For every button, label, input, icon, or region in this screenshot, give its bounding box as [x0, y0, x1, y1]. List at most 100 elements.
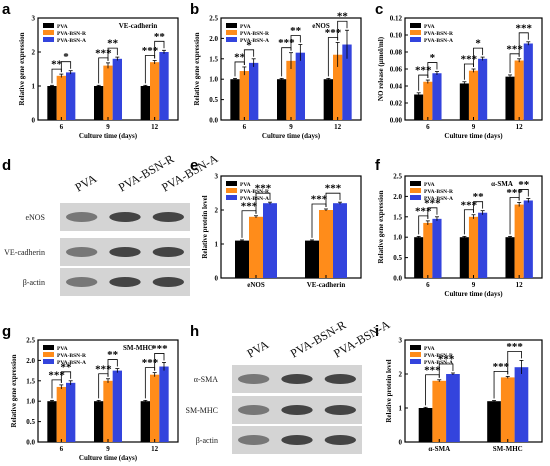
blot-band	[109, 247, 141, 257]
y-tick-label: 0.5	[209, 96, 218, 104]
y-tick-label: 2.0	[26, 357, 35, 365]
blot-band	[324, 405, 357, 415]
panel-letter: a	[2, 1, 11, 18]
y-tick-label: 0.04	[390, 83, 403, 91]
blot-band	[281, 435, 313, 445]
x-tick-label: α-SMA	[428, 445, 450, 453]
bar	[468, 70, 479, 120]
significance-marker: ***	[424, 197, 441, 209]
significance-marker: ***	[95, 363, 112, 375]
blot-band	[152, 247, 184, 257]
legend-swatch	[410, 195, 421, 200]
bar	[459, 237, 469, 278]
blot-row-label: β-actin	[196, 436, 218, 445]
x-tick-label: 6	[60, 123, 64, 131]
y-tick-label: 1	[32, 83, 36, 91]
legend-label: PVA-BSN-R	[57, 353, 87, 359]
y-tick-label: 2.5	[209, 15, 218, 23]
legend-swatch	[43, 30, 54, 35]
x-axis-label: Culture time (days)	[444, 132, 503, 140]
bar	[523, 200, 533, 278]
x-tick-label: 9	[106, 445, 110, 453]
bar	[446, 374, 460, 442]
legend-label: PVA-BSN-R	[240, 31, 270, 37]
y-axis-label: Relative gene expression	[18, 32, 26, 105]
bar	[263, 203, 277, 278]
panel-f: f 0.0 0.5 1.0 1.5 2.0 2.5 Relative gene express…	[375, 157, 543, 298]
y-tick-label: 2.5	[393, 173, 402, 181]
significance-bracket	[154, 40, 165, 59]
blot-band	[324, 374, 357, 384]
significance-marker: ***	[506, 341, 523, 353]
blot-band	[66, 212, 98, 222]
x-tick-label: 9	[472, 281, 476, 289]
bar	[500, 377, 515, 442]
y-axis-label: Relative protein level	[385, 359, 393, 422]
legend-label: PVA	[240, 24, 251, 30]
legend-label: PVA	[57, 24, 68, 30]
legend-swatch	[43, 23, 54, 28]
legend-label: PVA	[424, 346, 435, 352]
x-tick-label: 12	[151, 123, 159, 131]
blot-band	[152, 212, 184, 222]
legend-swatch	[43, 345, 54, 350]
legend-label: PVA	[424, 182, 435, 188]
panel-letter: b	[190, 1, 199, 18]
panel-title: eNOS	[312, 22, 330, 30]
y-tick-label: 2.0	[209, 35, 218, 43]
significance-marker: ***	[325, 183, 342, 195]
bar	[277, 79, 287, 120]
x-tick-label: 6	[60, 445, 64, 453]
bar	[414, 94, 424, 120]
significance-marker: **	[154, 31, 166, 43]
bar	[140, 401, 150, 442]
bar	[159, 366, 169, 442]
significance-marker: ***	[493, 361, 510, 373]
bar	[323, 79, 333, 120]
axes-frame	[404, 339, 543, 443]
y-tick-label: 0.0	[393, 275, 402, 283]
bar	[150, 62, 160, 120]
x-tick-label: SM-MHC	[493, 445, 523, 453]
significance-bracket	[427, 62, 438, 79]
legend-label: PVA	[424, 24, 435, 30]
bar	[468, 216, 479, 278]
bar	[239, 71, 249, 120]
bar	[66, 382, 76, 442]
panel-letter: i	[375, 323, 379, 340]
legend-swatch	[43, 352, 54, 357]
significance-marker: **	[51, 59, 63, 71]
legend-label: PVA	[240, 182, 251, 188]
significance-marker: **	[337, 11, 349, 23]
panel-b: b 0.0 0.5 1.0 1.5 2.0 2.5 Relative gene express…	[190, 1, 362, 140]
y-tick-label: 2	[399, 371, 403, 379]
significance-marker: *	[475, 38, 481, 50]
significance-marker: **	[234, 51, 246, 63]
bar	[432, 73, 442, 120]
y-tick-label: 0.0	[209, 117, 218, 125]
blot-band	[238, 405, 270, 415]
y-tick-label: 0.5	[393, 254, 402, 262]
y-axis-label: NO release (μmol/ml)	[377, 36, 385, 101]
blot-row-label: SM-MHC	[186, 406, 218, 415]
significance-bracket	[337, 20, 348, 41]
bar	[94, 86, 104, 120]
legend-swatch	[226, 37, 237, 42]
significance-bracket	[427, 207, 438, 219]
bar	[333, 54, 343, 120]
significance-marker: **	[107, 38, 119, 50]
bar	[47, 86, 57, 120]
significance-marker: ***	[506, 43, 523, 55]
y-tick-label: 0	[215, 275, 219, 283]
significance-marker: ***	[424, 364, 441, 376]
legend-label: PVA	[57, 346, 68, 352]
legend-label: PVA-BSN-R	[424, 353, 454, 359]
significance-bracket	[243, 49, 255, 65]
significance-marker: **	[61, 361, 73, 373]
y-tick-label: 1	[215, 241, 219, 249]
significance-marker: ***	[278, 37, 295, 49]
x-tick-label: 9	[106, 123, 110, 131]
